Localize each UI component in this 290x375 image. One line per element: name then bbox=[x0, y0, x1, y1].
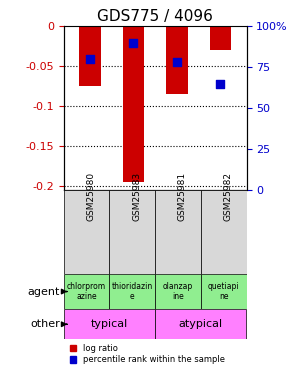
Point bbox=[131, 40, 136, 46]
Text: GSM25983: GSM25983 bbox=[132, 172, 141, 221]
Point bbox=[88, 56, 92, 62]
Bar bbox=[79, 26, 101, 86]
Text: thioridazin
e: thioridazin e bbox=[112, 282, 153, 301]
Bar bbox=[64, 309, 155, 339]
Text: GSM25982: GSM25982 bbox=[224, 172, 233, 221]
Bar bbox=[64, 190, 110, 274]
Text: typical: typical bbox=[91, 319, 128, 329]
Text: chlorprom
azine: chlorprom azine bbox=[67, 282, 106, 301]
Bar bbox=[155, 190, 201, 274]
Bar bbox=[201, 274, 246, 309]
Text: atypical: atypical bbox=[179, 319, 223, 329]
Bar bbox=[64, 274, 110, 309]
Bar bbox=[155, 274, 201, 309]
Text: quetiapi
ne: quetiapi ne bbox=[208, 282, 240, 301]
Text: olanzap
ine: olanzap ine bbox=[163, 282, 193, 301]
Bar bbox=[110, 190, 155, 274]
Text: GSM25981: GSM25981 bbox=[178, 172, 187, 221]
Legend: log ratio, percentile rank within the sample: log ratio, percentile rank within the sa… bbox=[68, 342, 226, 366]
Point bbox=[218, 81, 223, 87]
Text: agent: agent bbox=[28, 286, 60, 297]
Bar bbox=[166, 26, 188, 94]
Text: other: other bbox=[30, 319, 60, 329]
Point bbox=[175, 59, 179, 65]
Text: GSM25980: GSM25980 bbox=[87, 172, 96, 221]
Bar bbox=[110, 274, 155, 309]
Bar bbox=[122, 26, 144, 182]
Bar bbox=[209, 26, 231, 50]
Bar bbox=[201, 190, 246, 274]
Title: GDS775 / 4096: GDS775 / 4096 bbox=[97, 9, 213, 24]
Bar bbox=[155, 309, 246, 339]
